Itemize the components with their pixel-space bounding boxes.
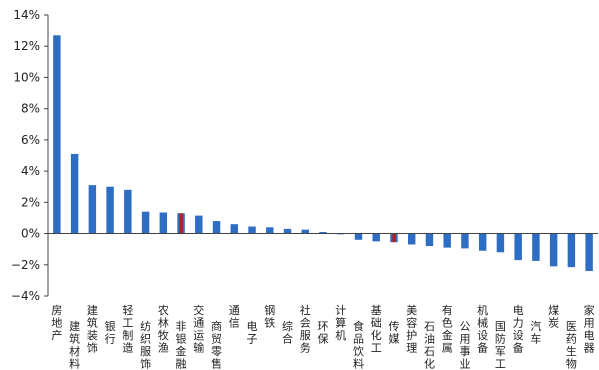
- x-tick-label: 银行: [105, 319, 116, 346]
- x-tick-label: 社会服务: [300, 303, 311, 355]
- y-tick-label: 14%: [13, 8, 40, 22]
- bar-29: [567, 233, 576, 268]
- bar-3: [106, 186, 114, 234]
- x-tick-label: 房地产: [51, 304, 62, 342]
- bars-group: [53, 35, 593, 272]
- bar-5: [141, 211, 150, 234]
- x-tick-label: 煤炭: [548, 304, 559, 330]
- x-tick-label: 有色金属: [442, 303, 453, 355]
- bar-22: [443, 233, 451, 248]
- bar-28: [549, 233, 558, 267]
- bar-0: [53, 35, 61, 234]
- bar-30: [585, 233, 593, 272]
- bar-9: [212, 221, 221, 234]
- x-tick-label: 石油石化: [424, 320, 435, 370]
- x-tick-label: 轻工制造: [122, 303, 133, 355]
- y-tick-label: 12%: [13, 39, 40, 53]
- x-tick-labels: 房地产建筑材料建筑装饰银行轻工制造纺织服饰农林牧渔非银金融交通运输商贸零售通信电…: [51, 303, 594, 370]
- x-tick-label: 机械设备: [477, 303, 488, 355]
- bar-8: [195, 215, 203, 234]
- bar-24: [478, 233, 487, 251]
- x-tick-label: 商贸零售: [211, 319, 222, 370]
- x-tick-label: 美容护理: [406, 304, 417, 355]
- bar-21: [425, 233, 434, 247]
- bar-20: [407, 233, 416, 245]
- y-tick-label: 0%: [21, 227, 40, 241]
- x-tick-label: 食品饮料: [353, 319, 364, 370]
- x-tick-label: 家用电器: [584, 303, 595, 355]
- bar-27: [532, 233, 540, 261]
- y-tick-label: 2%: [21, 195, 40, 209]
- bar-6: [159, 212, 168, 234]
- bar-25: [496, 233, 505, 253]
- bar-1: [70, 153, 79, 234]
- x-tick-label: 通信: [229, 304, 240, 330]
- y-tick-label: −2%: [11, 258, 40, 272]
- x-tick-label: 国防军工: [495, 320, 506, 370]
- bar-13: [283, 228, 292, 234]
- x-tick-label: 传媒: [388, 320, 399, 346]
- y-axis: −4% −2% 0% 2% 4% 6% 8% 10% 12% 14%: [11, 8, 49, 303]
- y-tick-label: −4%: [11, 289, 40, 303]
- x-tick-label: 电子: [247, 320, 258, 346]
- bar-23: [461, 233, 469, 249]
- x-tick-label: 计算机: [335, 304, 346, 342]
- x-tick-label: 医药生物: [566, 320, 577, 370]
- y-tick-label: 4%: [21, 164, 40, 178]
- y-tick-label: 6%: [21, 133, 40, 147]
- x-tick-label: 电力设备: [513, 304, 524, 355]
- x-tick-label: 汽车: [530, 319, 541, 346]
- bar-highlight-19: [392, 233, 396, 243]
- bar-2: [88, 185, 97, 234]
- bar-14: [301, 229, 309, 234]
- x-tick-label: 环保: [318, 320, 329, 346]
- x-tick-label: 非银金融: [176, 320, 187, 370]
- x-tick-label: 综合: [282, 319, 293, 346]
- bar-12: [266, 227, 274, 234]
- x-tick-label: 基础化工: [371, 304, 382, 355]
- x-tick-label: 建筑材料: [69, 319, 80, 370]
- y-tick-label: 10%: [13, 70, 40, 84]
- bar-4: [124, 189, 132, 234]
- bar-17: [354, 233, 363, 240]
- x-tick-label: 交通运输: [193, 303, 204, 355]
- x-tick-label: 公用事业: [459, 320, 470, 370]
- bar-highlight-7: [179, 213, 183, 234]
- x-tick-label: 钢铁: [264, 304, 275, 330]
- bar-26: [514, 233, 522, 261]
- y-tick-label: 8%: [21, 102, 40, 116]
- bar-10: [230, 224, 239, 234]
- bar-18: [372, 233, 380, 242]
- bar-15: [319, 231, 327, 234]
- bar-11: [248, 226, 256, 234]
- x-tick-label: 农林牧渔: [158, 303, 169, 355]
- x-tick-label: 纺织服饰: [140, 319, 151, 370]
- x-tick-label: 建筑装饰: [87, 303, 98, 355]
